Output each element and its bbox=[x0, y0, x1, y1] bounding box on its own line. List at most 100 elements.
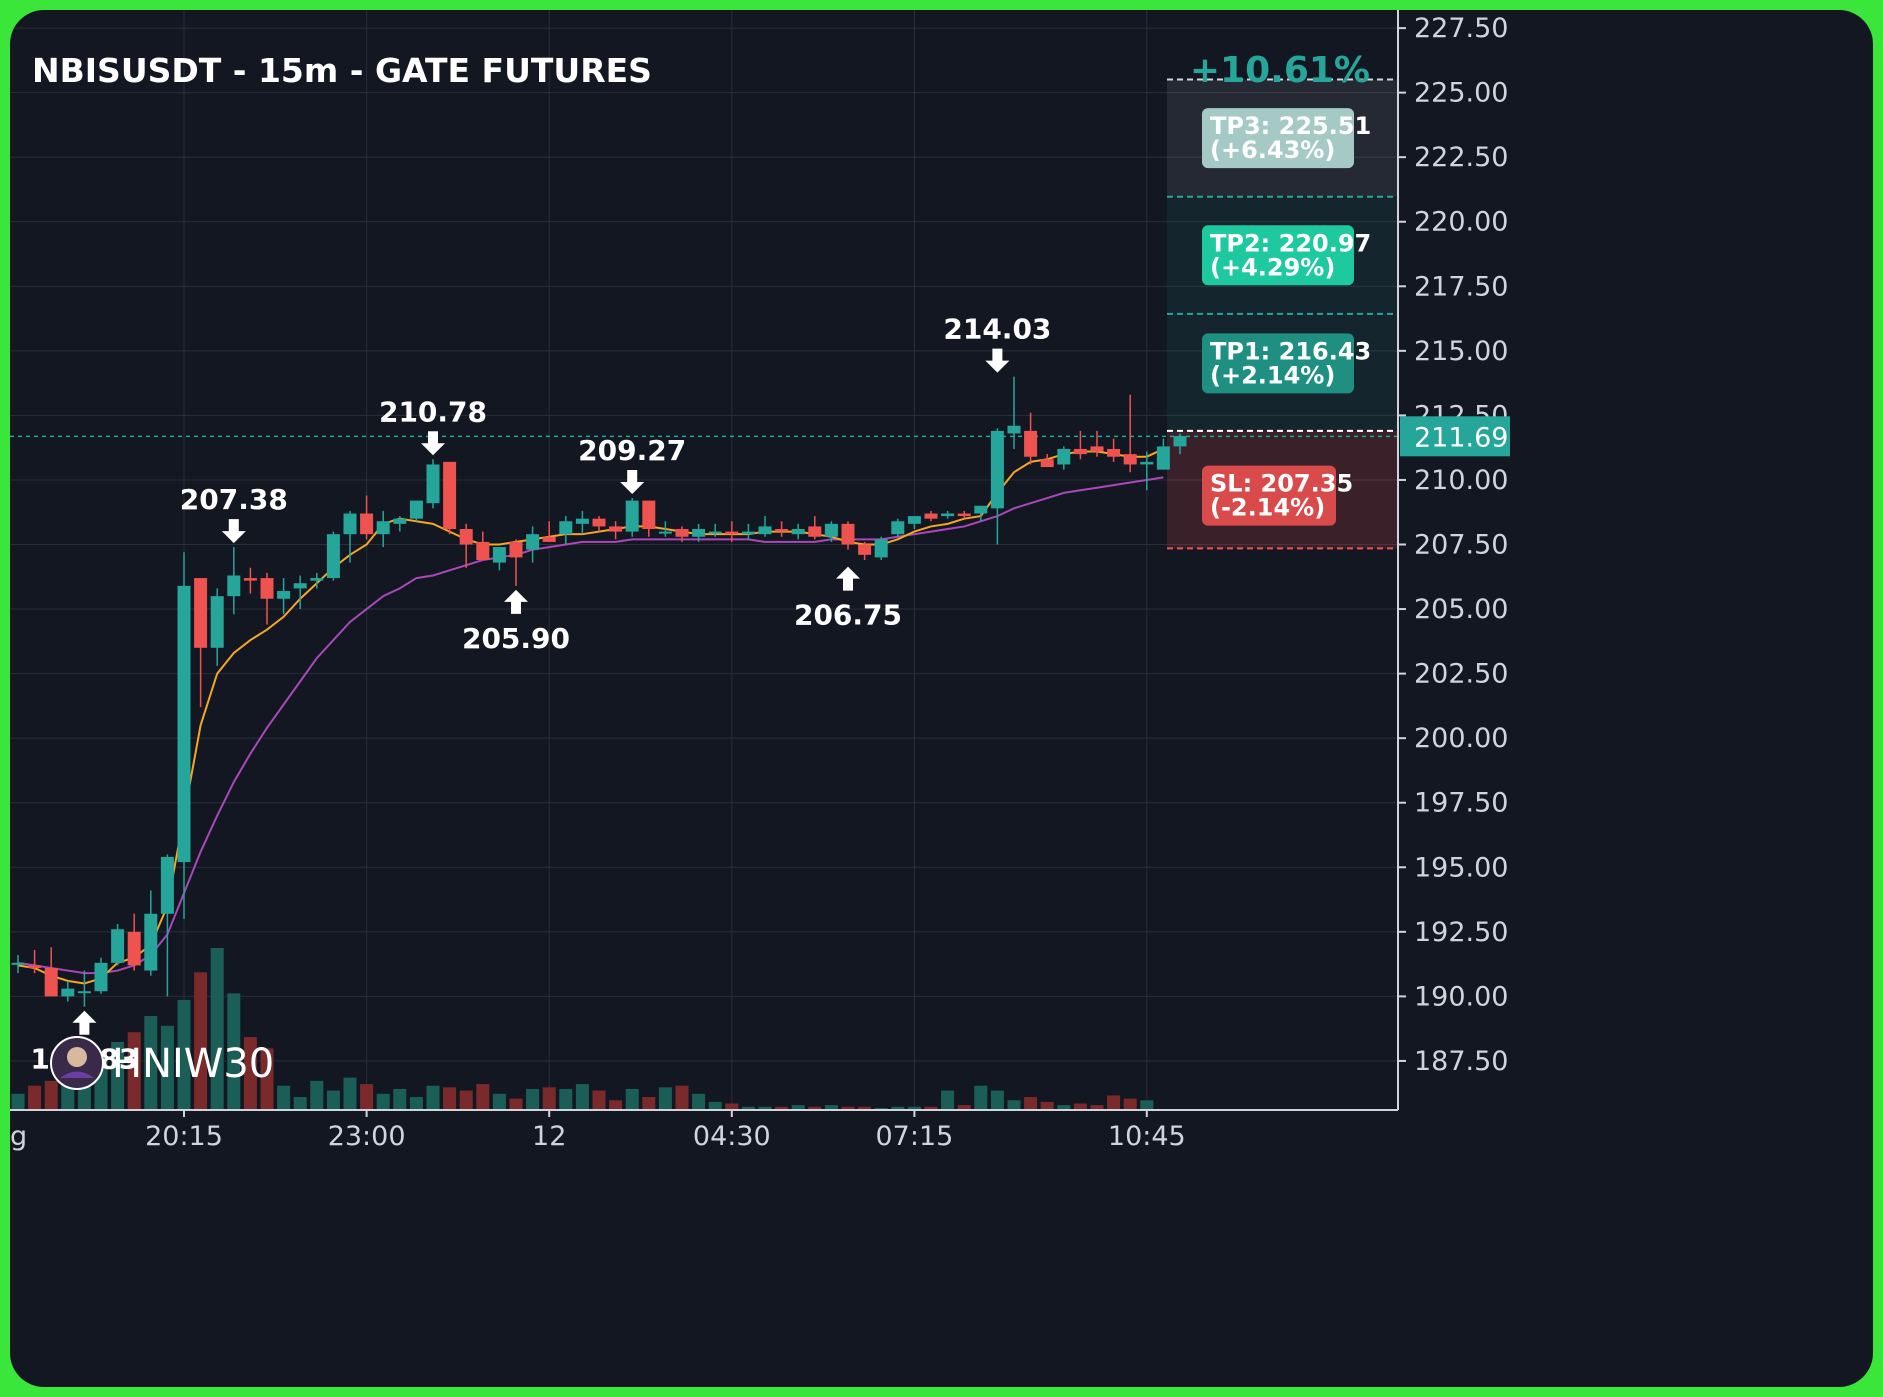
candles[interactable] bbox=[11, 376, 1187, 1007]
candle[interactable] bbox=[575, 510, 589, 535]
volume-bar bbox=[326, 1090, 340, 1110]
candle[interactable] bbox=[194, 578, 208, 708]
candle[interactable] bbox=[177, 552, 191, 919]
candle[interactable] bbox=[459, 523, 473, 568]
candle[interactable] bbox=[160, 854, 174, 997]
candle[interactable] bbox=[642, 500, 656, 537]
candle[interactable] bbox=[111, 924, 125, 966]
candle[interactable] bbox=[692, 523, 706, 542]
candle[interactable] bbox=[907, 516, 921, 530]
candle[interactable] bbox=[44, 947, 58, 997]
candle[interactable] bbox=[874, 536, 888, 560]
candle[interactable] bbox=[708, 523, 722, 537]
candle[interactable] bbox=[393, 516, 407, 532]
candle-body bbox=[144, 913, 158, 971]
candle[interactable] bbox=[443, 461, 457, 535]
candle[interactable] bbox=[592, 516, 606, 532]
candle[interactable] bbox=[243, 567, 257, 594]
candle[interactable] bbox=[1123, 394, 1137, 473]
candle[interactable] bbox=[376, 510, 390, 548]
candle[interactable] bbox=[1173, 433, 1187, 455]
candle[interactable] bbox=[775, 521, 789, 537]
candle[interactable] bbox=[210, 588, 224, 666]
volume-bar bbox=[293, 1097, 307, 1110]
candle[interactable] bbox=[409, 500, 423, 522]
candle[interactable] bbox=[841, 521, 855, 550]
candle-body bbox=[1140, 461, 1154, 465]
candle[interactable] bbox=[526, 526, 540, 563]
candle[interactable] bbox=[990, 428, 1004, 545]
volume-bar bbox=[160, 1025, 174, 1110]
candle[interactable] bbox=[957, 510, 971, 519]
sl-label-title: SL: 207.35 bbox=[1210, 470, 1353, 498]
time-tick-label: g bbox=[10, 1121, 27, 1152]
candle[interactable] bbox=[625, 498, 639, 537]
candle[interactable] bbox=[974, 505, 988, 522]
volume-bar bbox=[144, 1016, 158, 1110]
candle[interactable] bbox=[1156, 438, 1170, 470]
candle[interactable] bbox=[941, 510, 955, 519]
candle-body bbox=[1024, 430, 1038, 457]
candle[interactable] bbox=[293, 575, 307, 610]
candle[interactable] bbox=[509, 539, 523, 586]
candle[interactable] bbox=[824, 521, 838, 542]
candle-body bbox=[642, 500, 656, 530]
candle[interactable] bbox=[791, 523, 805, 540]
candle[interactable] bbox=[11, 955, 25, 974]
annotation-label: 210.78 bbox=[379, 395, 487, 428]
candle[interactable] bbox=[1040, 454, 1054, 468]
candle-body bbox=[443, 461, 457, 530]
candle[interactable] bbox=[559, 516, 573, 545]
volume-bar bbox=[194, 972, 208, 1110]
candle[interactable] bbox=[658, 521, 672, 537]
volume-bar bbox=[1107, 1095, 1121, 1110]
ma-slow-line bbox=[17, 476, 1164, 975]
candle[interactable] bbox=[343, 510, 357, 563]
time-axis: g 20:15 23:00 12 04:30 07:15 10:45 bbox=[10, 1109, 1398, 1152]
candle[interactable] bbox=[1057, 446, 1071, 470]
candle-body bbox=[360, 513, 374, 535]
candle-body bbox=[990, 430, 1004, 509]
candle-body bbox=[1107, 448, 1121, 457]
candle[interactable] bbox=[725, 521, 739, 542]
candle[interactable] bbox=[1024, 412, 1038, 465]
candle[interactable] bbox=[758, 516, 772, 537]
candle[interactable] bbox=[1007, 376, 1021, 449]
tp3-label-bg bbox=[1202, 108, 1354, 169]
candle[interactable] bbox=[476, 531, 490, 560]
candle[interactable] bbox=[310, 572, 324, 589]
candle[interactable] bbox=[227, 547, 241, 615]
candle[interactable] bbox=[924, 510, 938, 522]
candle[interactable] bbox=[28, 949, 42, 974]
candle[interactable] bbox=[94, 957, 108, 994]
volume-bar bbox=[260, 1048, 274, 1110]
candle[interactable] bbox=[426, 459, 440, 509]
candle[interactable] bbox=[260, 572, 274, 625]
candle[interactable] bbox=[360, 495, 374, 540]
candle[interactable] bbox=[492, 547, 506, 571]
candle[interactable] bbox=[1090, 430, 1104, 457]
candle[interactable] bbox=[675, 526, 689, 542]
tp1-label-percent: (+2.14%) bbox=[1210, 361, 1335, 389]
candle[interactable] bbox=[542, 521, 556, 542]
candle[interactable] bbox=[808, 516, 822, 540]
candle[interactable] bbox=[127, 913, 141, 971]
candle[interactable] bbox=[858, 541, 872, 560]
candle[interactable] bbox=[891, 518, 905, 537]
candle[interactable] bbox=[77, 970, 91, 1007]
volume-bar bbox=[708, 1101, 722, 1110]
chart-canvas[interactable]: 190.83207.38210.78205.90209.27206.75214.… bbox=[10, 10, 1873, 1387]
candle[interactable] bbox=[277, 578, 291, 615]
candle[interactable] bbox=[609, 521, 623, 540]
candle[interactable] bbox=[144, 890, 158, 976]
arrow-down-icon bbox=[985, 348, 1010, 373]
candle[interactable] bbox=[1140, 451, 1154, 491]
candle[interactable] bbox=[741, 523, 755, 540]
candle[interactable] bbox=[326, 531, 340, 581]
annotation-209.27: 209.27 bbox=[578, 434, 686, 495]
candle-body bbox=[708, 531, 722, 534]
candle[interactable] bbox=[1107, 438, 1121, 462]
candle[interactable] bbox=[1073, 430, 1087, 460]
candle[interactable] bbox=[61, 980, 75, 1002]
candle-body bbox=[227, 575, 241, 597]
